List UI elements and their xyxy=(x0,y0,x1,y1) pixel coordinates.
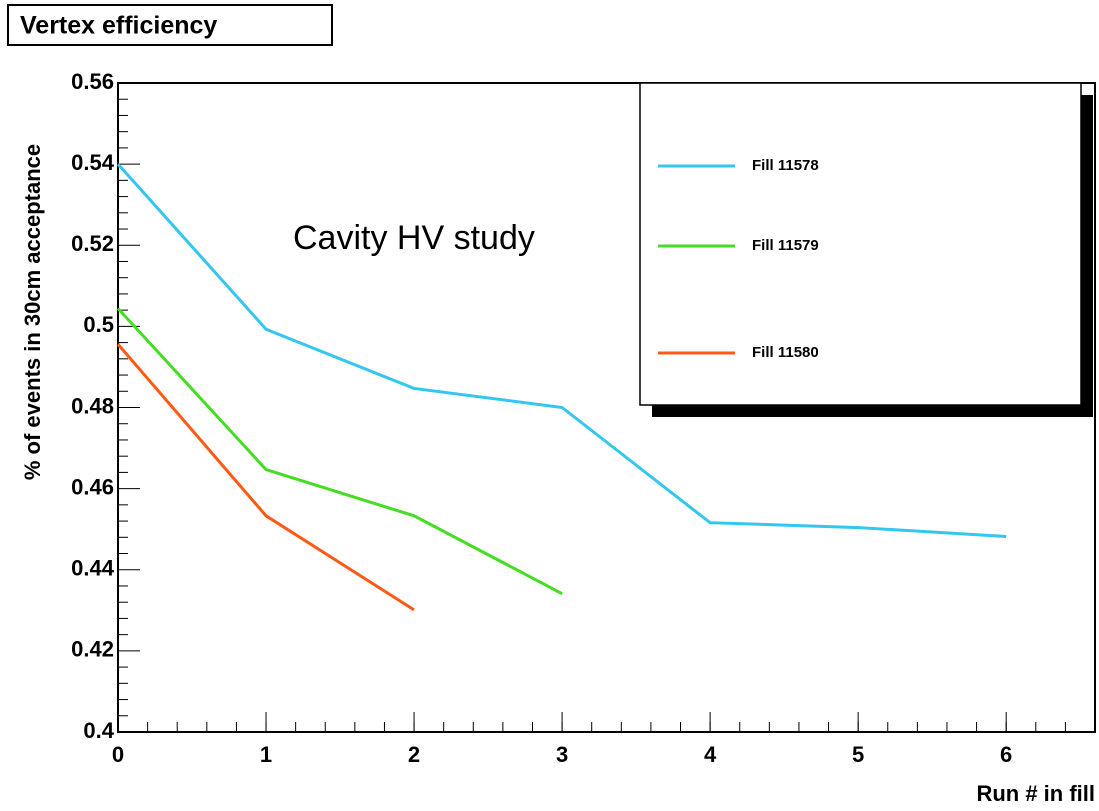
y-tick-label: 0.48 xyxy=(71,393,114,418)
y-axis-label: % of events in 30cm acceptance xyxy=(20,144,45,480)
x-tick-label: 0 xyxy=(112,742,124,767)
y-tick-label: 0.52 xyxy=(71,231,114,256)
y-tick-label: 0.46 xyxy=(71,474,114,499)
x-tick-label: 2 xyxy=(408,742,420,767)
x-tick-label: 3 xyxy=(556,742,568,767)
x-tick-label: 6 xyxy=(1000,742,1012,767)
series-line xyxy=(116,163,1007,538)
series-line xyxy=(116,343,415,612)
legend-label: Fill 11580 xyxy=(752,344,819,361)
y-tick-label: 0.54 xyxy=(71,150,115,175)
y-tick-label: 0.44 xyxy=(71,556,115,581)
legend-box xyxy=(639,82,1082,406)
x-axis-label: Run # in fill xyxy=(976,781,1095,806)
chart-title: Vertex efficiency xyxy=(20,12,217,40)
y-tick-label: 0.56 xyxy=(71,69,114,94)
x-tick-label: 5 xyxy=(852,742,864,767)
x-tick-label: 4 xyxy=(704,742,717,767)
y-tick-label: 0.4 xyxy=(83,718,114,743)
y-tick-label: 0.5 xyxy=(83,312,114,337)
title-box xyxy=(7,4,333,46)
legend-label: Fill 11579 xyxy=(752,237,819,254)
series-line xyxy=(116,307,563,596)
legend-label: Fill 11578 xyxy=(752,157,819,174)
y-tick-label: 0.42 xyxy=(71,637,114,662)
x-tick-label: 1 xyxy=(260,742,272,767)
annotation: Cavity HV study xyxy=(293,219,535,257)
